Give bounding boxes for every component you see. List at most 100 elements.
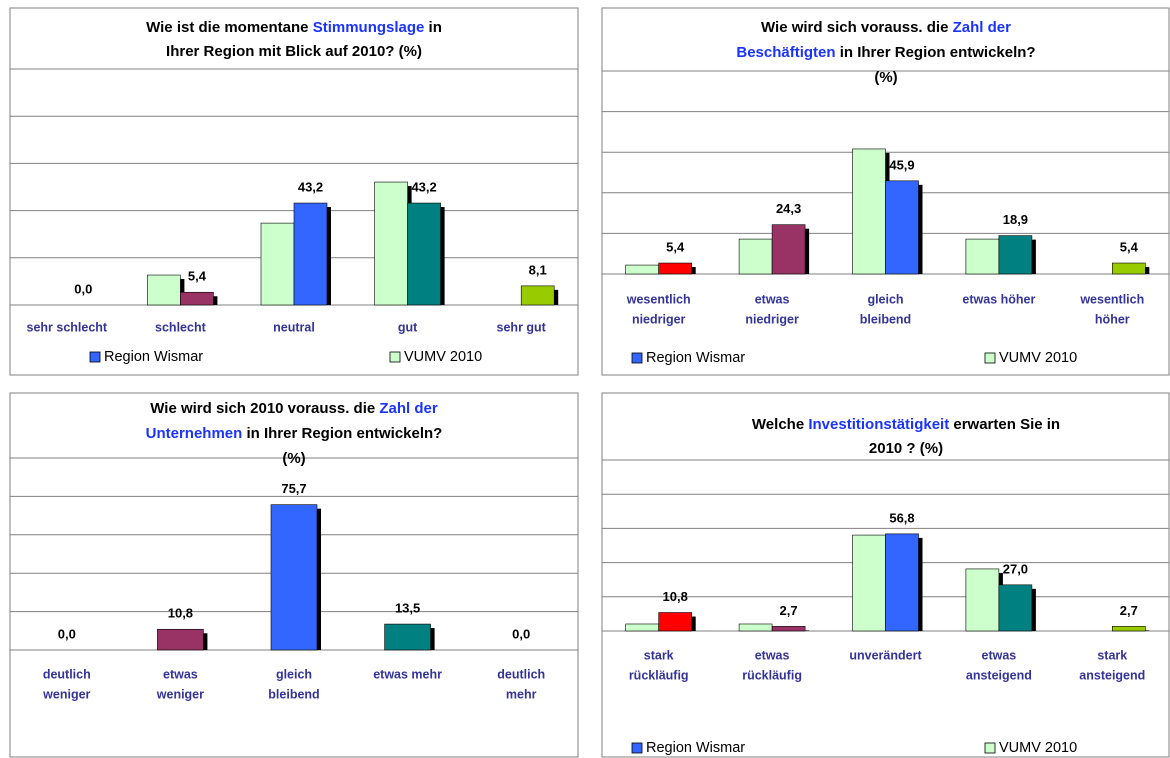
data-label: 10,8 (168, 606, 193, 621)
x-tick-label: deutlich (43, 667, 91, 681)
x-tick-label: bleibend (860, 312, 911, 326)
bar (852, 534, 886, 632)
title-segment: (%) (874, 69, 897, 86)
x-tick-label: sehr schlecht (27, 320, 108, 334)
x-tick-label: etwas (163, 667, 198, 681)
title-segment: 2010 ? (%) (869, 440, 943, 457)
x-tick-label: deutlich (497, 667, 545, 681)
data-label: 0,0 (512, 626, 530, 641)
bar (1112, 626, 1146, 632)
chart-title: (%) (874, 69, 897, 86)
bar (771, 626, 806, 632)
title-segment: Stimmungslage (313, 19, 425, 36)
x-tick-label: sehr gut (497, 320, 547, 334)
bar (852, 148, 886, 275)
x-tick-label: weniger (42, 687, 90, 701)
chart-title: (%) (282, 450, 305, 467)
chart-title: Wie wird sich vorauss. die Zahl der (761, 19, 1011, 36)
chart-title: 2010 ? (%) (869, 440, 943, 457)
data-label: 24,3 (776, 201, 801, 216)
bar (293, 202, 328, 306)
legend-label: Region Wismar (646, 350, 745, 366)
data-label: 5,4 (188, 269, 207, 284)
x-tick-label: stark (1097, 648, 1127, 662)
bar (771, 224, 806, 275)
data-label: 45,9 (889, 157, 914, 172)
legend-label: VUMV 2010 (999, 740, 1077, 756)
x-tick-label: wesentlich (626, 292, 691, 306)
title-segment: Zahl der (953, 19, 1012, 36)
title-segment: Wie wird sich 2010 vorauss. die (150, 400, 379, 417)
x-tick-label: etwas (755, 648, 790, 662)
bar (738, 238, 773, 275)
bar (625, 623, 660, 632)
bar (998, 584, 1033, 632)
bar (738, 623, 773, 632)
title-segment: Wie wird sich vorauss. die (761, 19, 953, 36)
data-label: 2,7 (1120, 603, 1138, 618)
x-tick-label: ansteigend (1079, 668, 1145, 682)
legend-swatch (984, 352, 996, 364)
data-label: 27,0 (1003, 561, 1028, 576)
bar (270, 504, 318, 651)
legend-label: Region Wismar (104, 349, 203, 365)
chart-title: Wie wird sich 2010 vorauss. die Zahl der (150, 400, 438, 417)
x-tick-label: bleibend (268, 687, 319, 701)
data-label: 13,5 (395, 601, 420, 616)
bar (157, 628, 204, 651)
title-segment: erwarten Sie in (949, 416, 1060, 433)
data-label: 56,8 (889, 510, 914, 525)
x-tick-label: gut (398, 320, 418, 334)
title-segment: Ihrer Region mit Blick auf 2010? (%) (166, 43, 422, 60)
x-tick-label: wesentlich (1079, 292, 1144, 306)
x-tick-label: gleich (276, 667, 312, 681)
x-tick-label: etwas höher (962, 292, 1035, 306)
x-tick-label: weniger (156, 687, 204, 701)
x-tick-label: neutral (273, 320, 315, 334)
bar (965, 238, 1000, 275)
data-label: 8,1 (529, 262, 547, 277)
x-tick-label: höher (1095, 312, 1130, 326)
x-tick-label: mehr (506, 687, 537, 701)
x-tick-label: etwas mehr (373, 667, 442, 681)
bar (147, 274, 181, 306)
bar (625, 264, 660, 275)
data-label: 43,2 (298, 179, 323, 194)
data-label: 5,4 (666, 239, 685, 254)
title-segment: Welche (752, 416, 808, 433)
title-segment: Unternehmen (146, 425, 243, 442)
x-tick-label: schlecht (155, 320, 207, 334)
legend-swatch (984, 742, 996, 754)
data-label: 2,7 (780, 603, 798, 618)
legend-swatch (631, 352, 643, 364)
x-tick-label: etwas (982, 648, 1017, 662)
chart-title: Wie ist die momentane Stimmungslage in (146, 19, 442, 36)
bar (1112, 262, 1146, 275)
title-segment: in Ihrer Region entwickeln? (242, 425, 442, 442)
x-tick-label: niedriger (745, 312, 799, 326)
bar (658, 262, 693, 275)
chart-title: Ihrer Region mit Blick auf 2010? (%) (166, 43, 422, 60)
data-label: 75,7 (281, 481, 306, 496)
title-segment: in (424, 19, 442, 36)
legend-label: VUMV 2010 (404, 349, 482, 365)
legend-swatch (631, 742, 643, 754)
bar (180, 291, 214, 306)
legend-swatch (389, 351, 401, 363)
x-tick-label: niedriger (632, 312, 686, 326)
data-label: 10,8 (663, 589, 688, 604)
x-tick-label: rückläufig (629, 668, 689, 682)
bar (520, 285, 555, 306)
x-tick-label: rückläufig (742, 668, 802, 682)
title-segment: Zahl der (379, 400, 438, 417)
chart-title: Beschäftigten in Ihrer Region entwickeln… (736, 44, 1035, 61)
legend-swatch (89, 351, 101, 363)
bar (885, 533, 919, 632)
data-label: 18,9 (1003, 212, 1028, 227)
bar (998, 235, 1033, 275)
x-tick-label: stark (644, 648, 674, 662)
bar (407, 202, 441, 306)
bar (374, 181, 408, 306)
title-segment: Wie ist die momentane (146, 19, 313, 36)
